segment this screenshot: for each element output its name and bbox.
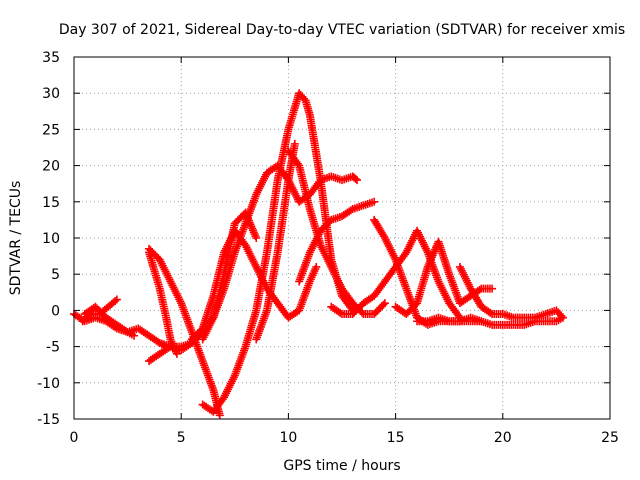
series-track-10 [198,208,261,344]
series-track-13 [295,197,379,286]
data-point-marker [336,308,345,317]
series-track-11 [252,139,299,344]
data-point-marker [558,313,567,322]
data-point-marker [379,300,388,309]
data-point-marker [475,285,484,294]
data-point-marker [312,262,321,271]
y-tick-label: 10 [42,231,60,247]
y-tick-label: 35 [42,50,60,66]
data-point-marker [353,176,362,185]
data-point-marker [488,284,497,293]
y-tick-label: 5 [51,267,60,283]
data-series [70,89,567,420]
y-tick-label: 30 [42,86,60,102]
data-point-marker [357,308,366,317]
x-tick-label: 10 [279,430,297,446]
data-point-marker [370,197,379,206]
data-point-marker [111,296,120,305]
axis-ticks: 0 5 10 15 20 25 -15 -10 -5 0 5 10 15 20 25 30 35 [37,50,619,446]
y-tick-label: 25 [42,122,60,138]
x-tick-label: 25 [601,430,619,446]
data-point-marker [486,308,495,317]
y-tick-label: 0 [51,303,60,319]
data-point-marker [130,331,139,340]
data-point-marker [454,311,463,320]
series-track-3 [80,302,139,340]
y-tick-label: -15 [37,412,60,428]
data-point-marker [290,139,299,148]
data-point-marker [380,299,389,308]
y-tick-label: -5 [46,340,60,356]
y-tick-label: 15 [42,195,60,211]
x-tick-label: 5 [177,430,186,446]
x-axis-label: GPS time / hours [283,458,400,474]
data-point-marker [557,311,566,320]
series-track-4 [145,248,181,358]
chart-title: Day 307 of 2021, Sidereal Day-to-day VTE… [59,22,625,38]
x-tick-label: 15 [387,430,405,446]
x-tick-label: 20 [494,430,512,446]
data-point-marker [252,234,261,242]
series-track-18 [455,262,567,322]
data-point-marker [112,295,121,304]
y-tick-label: 20 [42,159,60,175]
data-point-marker [215,411,224,420]
y-tick-label: -10 [37,376,60,392]
series-track-6 [145,244,224,420]
x-tick-label: 0 [70,430,79,446]
y-axis-label: SDTVAR / TECUs [8,181,24,296]
data-point-marker [351,174,360,183]
